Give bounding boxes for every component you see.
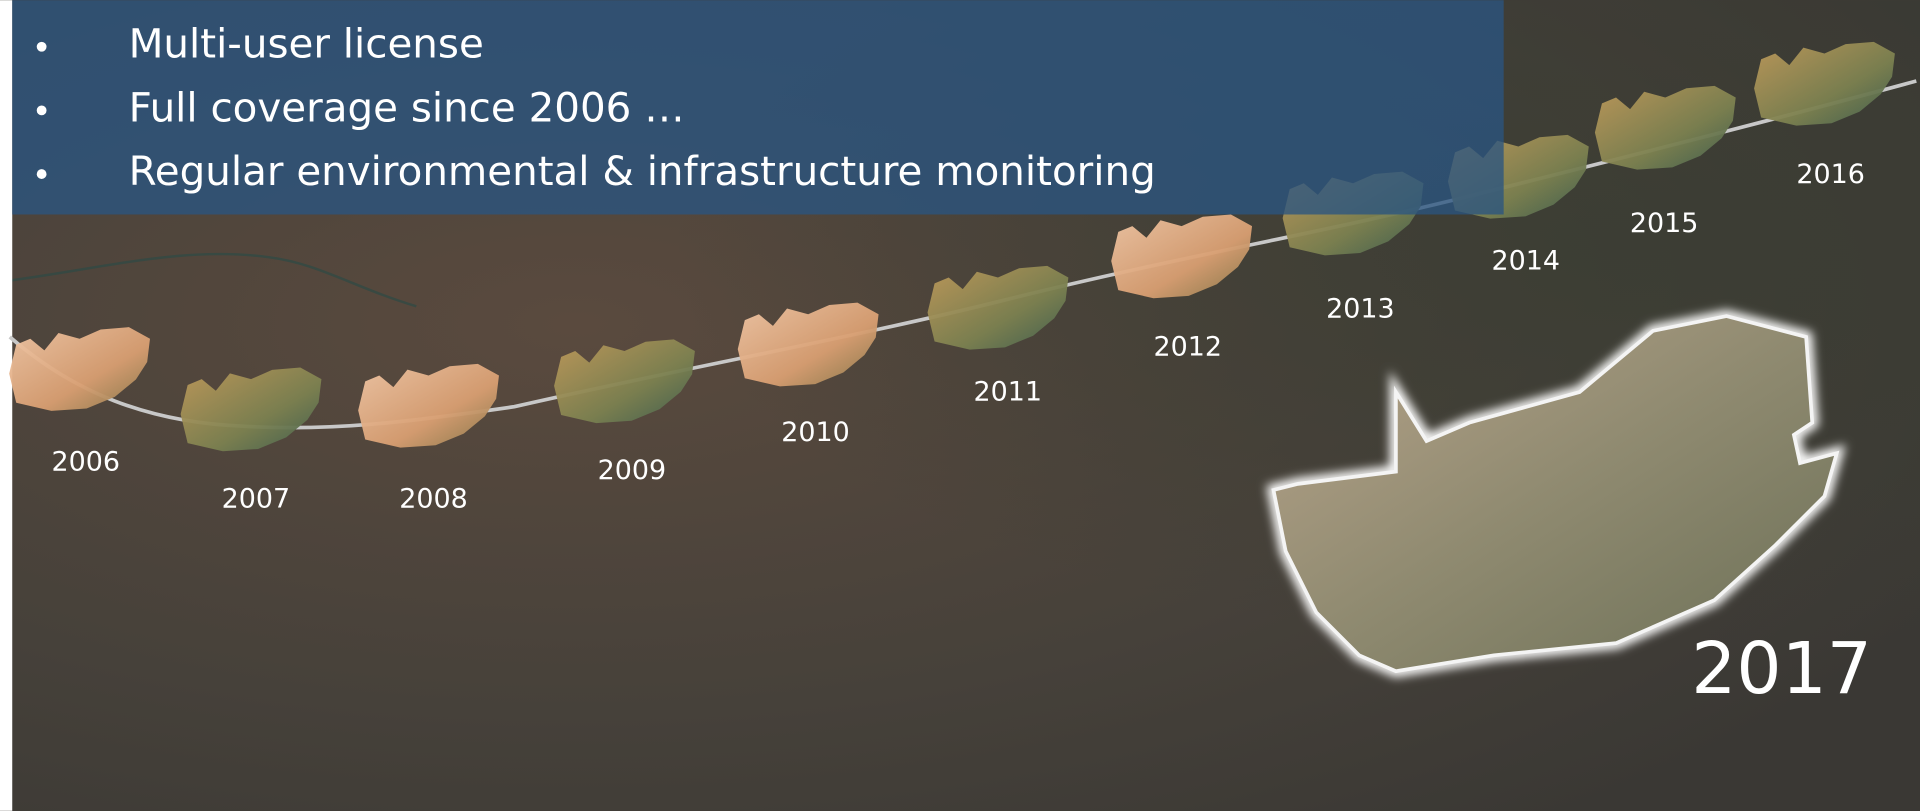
year-label: 2015 [1630, 208, 1699, 239]
year-label: 2016 [1796, 159, 1865, 190]
year-label: 2006 [51, 447, 120, 478]
bullet-text: Multi-user license [129, 20, 484, 68]
year-label: 2014 [1491, 246, 1560, 277]
current-year: 2017 [1691, 627, 1872, 710]
year-label: 2007 [222, 483, 291, 514]
left-edge [0, 0, 12, 811]
year-label: 2012 [1153, 331, 1222, 362]
year-label: 2010 [781, 417, 850, 448]
year-label: 2008 [399, 483, 468, 514]
slide: 2006 2007 2008 2009 2010 2011 2012 2013 2014 2015… [0, 0, 1920, 811]
year-label: 2013 [1326, 293, 1395, 324]
bullet-dot [37, 106, 47, 116]
page: 2006 2007 2008 2009 2010 2011 2012 2013 2014 2015… [0, 0, 1920, 811]
year-label: 2009 [598, 455, 667, 486]
bullet-dot [37, 169, 47, 179]
year-label: 2011 [973, 377, 1042, 408]
bullet-dot [37, 42, 47, 52]
bullet-text: Regular environmental & infrastructure m… [129, 147, 1156, 195]
bullet-text: Full coverage since 2006 … [129, 83, 685, 131]
